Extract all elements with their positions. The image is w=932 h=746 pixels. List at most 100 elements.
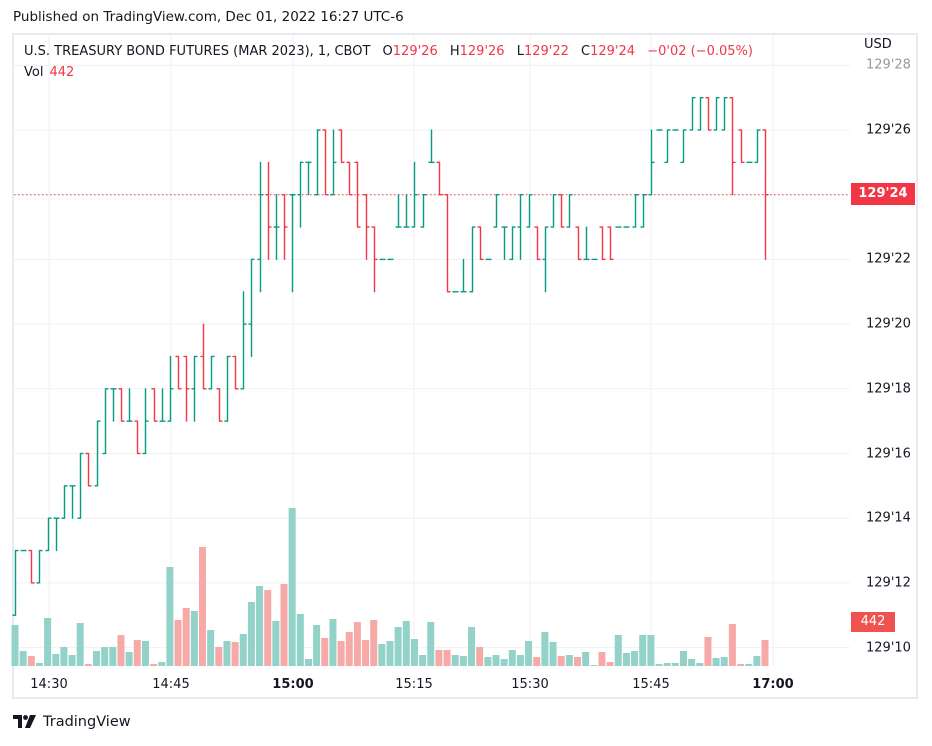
ohlc-bar <box>257 161 264 293</box>
volume-bar <box>44 618 52 666</box>
last-volume-tag: 442 <box>851 612 895 632</box>
volume-bar <box>427 622 435 666</box>
volume-bar <box>761 640 769 666</box>
volume-bar <box>101 647 109 666</box>
volume-bar <box>190 611 198 666</box>
ohlc-bar <box>583 226 590 261</box>
volume-bar <box>508 650 516 666</box>
ohlc-bar <box>208 355 215 390</box>
volume-bar <box>166 567 174 666</box>
ohlc-bar <box>281 193 288 260</box>
ohlc-bar <box>363 193 370 260</box>
volume-bar <box>288 508 296 666</box>
ohlc-bar <box>599 226 606 261</box>
ohlc-bar <box>754 129 761 164</box>
ohlc-bar <box>477 226 484 261</box>
volume-bar <box>598 652 606 666</box>
ohlc-bar <box>550 193 557 228</box>
volume-bar <box>655 664 663 666</box>
volume-bar <box>109 647 117 666</box>
volume-bar <box>52 654 60 666</box>
price-tick-label: 129'12 <box>866 575 911 591</box>
tradingview-logo-icon <box>13 715 36 728</box>
volume-bar <box>696 663 704 666</box>
volume-bar <box>574 657 581 666</box>
volume-bar <box>353 622 361 666</box>
time-tick-label: 14:30 <box>30 677 68 692</box>
time-tick-label: 15:00 <box>272 677 314 692</box>
volume-bar <box>492 655 500 666</box>
volume-bar <box>362 640 370 666</box>
volume-bar <box>84 664 92 666</box>
ohlc-bar <box>232 355 239 390</box>
ohlc-bar <box>36 549 43 584</box>
volume-legend: Vol 442 <box>24 65 74 80</box>
price-tick-label: 129'22 <box>866 251 911 267</box>
volume-bar <box>541 632 549 666</box>
volume-bar <box>614 635 622 666</box>
volume-bar <box>557 656 565 666</box>
currency-label[interactable]: USD <box>864 37 892 52</box>
last-price-tag: 129'24 <box>851 183 915 205</box>
volume-bar <box>728 624 736 666</box>
volume-bar <box>704 637 712 666</box>
ohlc-bar <box>85 452 92 487</box>
volume-bar <box>199 547 206 666</box>
ohlc-bar <box>216 388 223 422</box>
volume-bar <box>256 586 264 666</box>
ohlc-bar <box>411 161 418 228</box>
volume-key: Vol <box>24 65 44 80</box>
volume-bar <box>500 659 508 666</box>
ohlc-bar <box>738 129 745 164</box>
volume-bar <box>590 665 598 666</box>
ohlc-bar <box>689 96 696 131</box>
ohlc-bar <box>428 129 435 164</box>
volume-bar <box>688 659 696 666</box>
close-value: 129'24 <box>590 44 636 59</box>
volume-bar <box>321 638 329 666</box>
volume-bar <box>753 656 761 666</box>
ohlc-bar <box>61 485 68 519</box>
volume-bar <box>280 584 288 666</box>
volume-bar <box>671 663 679 666</box>
ohlc-bar <box>746 161 753 164</box>
volume-value: 442 <box>49 65 75 80</box>
ohlc-bar <box>542 226 549 293</box>
ohlc-bar <box>729 96 736 196</box>
tradingview-logo[interactable]: TradingView <box>13 714 131 730</box>
volume-bar <box>133 640 141 666</box>
ohlc-bar <box>77 452 84 519</box>
ohlc-bar <box>680 129 687 164</box>
ohlc-bar <box>420 193 427 228</box>
ohlc-bar <box>28 549 35 584</box>
volume-bar <box>484 657 492 666</box>
ohlc-bar <box>632 193 639 228</box>
volume-bar <box>76 623 84 666</box>
volume-bar <box>410 639 418 666</box>
symbol-title: U.S. TREASURY BOND FUTURES (MAR 2023), 1… <box>24 44 371 59</box>
volume-bar <box>313 625 321 666</box>
ohlc-bar <box>509 226 516 261</box>
price-tick-label: 129'28 <box>866 57 911 73</box>
ohlc-bar <box>672 129 679 131</box>
ohlc-bar <box>371 226 378 293</box>
ohlc-bar <box>69 485 76 519</box>
ohlc-bar <box>623 226 630 228</box>
volume-bar <box>158 662 166 666</box>
time-tick-label: 15:45 <box>632 677 670 692</box>
ohlc-bar <box>322 129 329 196</box>
price-tick-label: 129'14 <box>866 510 911 526</box>
ohlc-bar <box>289 193 296 293</box>
ohlc-bar <box>354 161 361 228</box>
close-key: C <box>581 44 591 59</box>
ohlc-bar <box>248 258 255 357</box>
ohlc-bar <box>526 193 533 228</box>
volume-bar <box>68 655 76 666</box>
time-tick-label: 15:30 <box>511 677 549 692</box>
ohlc-bar <box>273 194 280 260</box>
ohlc-bar <box>469 226 476 293</box>
volume-bar <box>639 635 647 666</box>
ohlc-bar <box>379 258 386 261</box>
ohlc-bar <box>12 549 19 616</box>
